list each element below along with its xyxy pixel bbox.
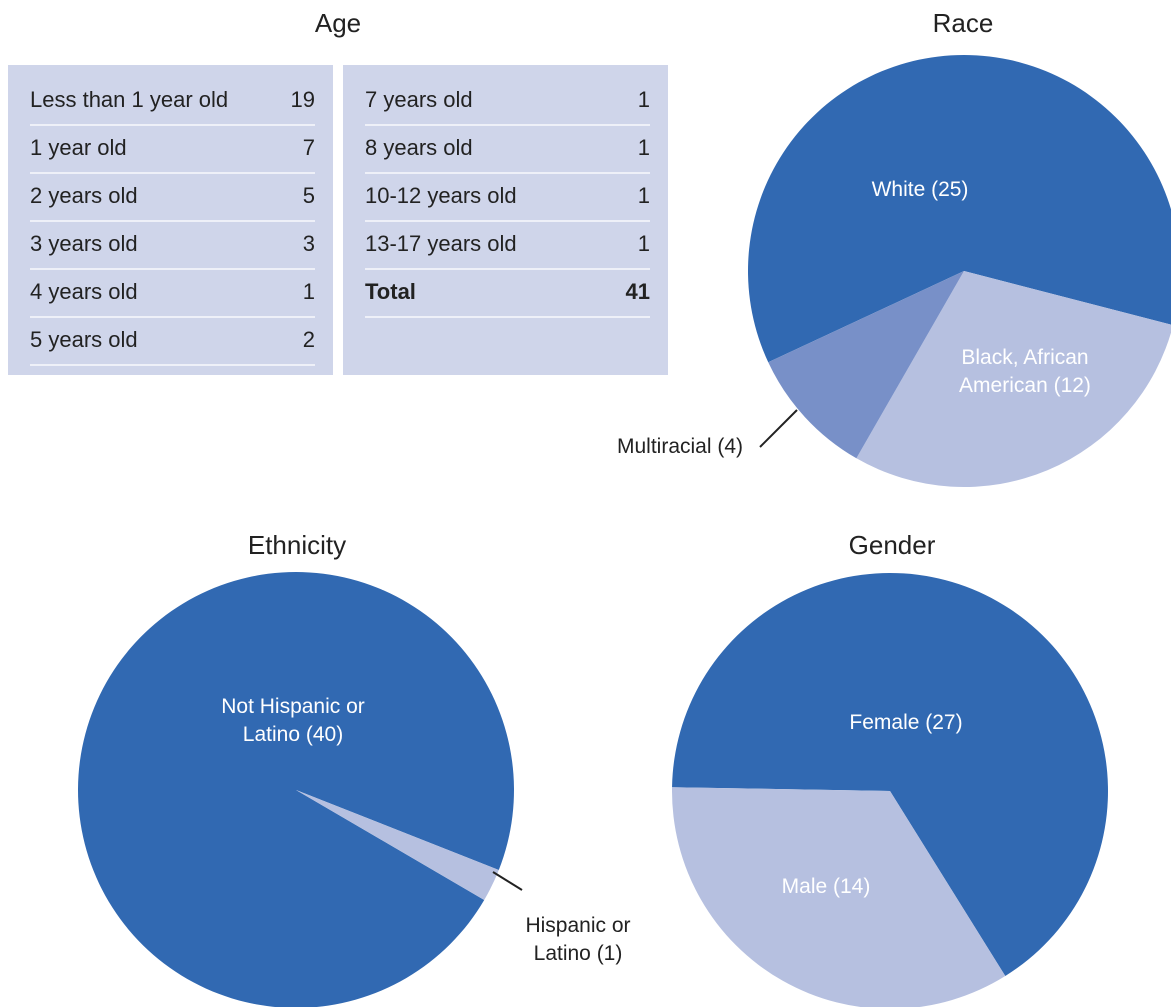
row-value: 19 bbox=[290, 87, 315, 112]
table-row: 10-12 years old 1 bbox=[365, 173, 650, 222]
row-label: 5 years old bbox=[30, 327, 138, 352]
row-label: 13-17 years old bbox=[365, 231, 517, 256]
pie-slice bbox=[856, 271, 1171, 487]
total-row: Total 41 bbox=[365, 269, 650, 318]
row-label: 3 years old bbox=[30, 231, 138, 256]
table-row: 8 years old 1 bbox=[365, 125, 650, 174]
row-value: 3 bbox=[302, 231, 315, 256]
row-label: 2 years old bbox=[30, 183, 138, 208]
age-table: 7 years old 1 8 years old 1 10-12 years old 1… bbox=[343, 65, 668, 375]
chart-title: Ethnicity bbox=[247, 530, 347, 560]
row-value: 1 bbox=[637, 183, 650, 208]
pie-slice bbox=[748, 55, 1171, 363]
row-value: 1 bbox=[637, 231, 650, 256]
leader-line bbox=[492, 871, 523, 891]
age-table: Less than 1 year old 19 1 year old 7 2 years… bbox=[8, 65, 333, 375]
leader-line bbox=[759, 409, 798, 448]
table-row: 7 years old 1 bbox=[365, 77, 650, 126]
slice-label: Hispanic or Latino (1) bbox=[525, 914, 631, 965]
row-label: 4 years old bbox=[30, 279, 138, 304]
row-label: Less than 1 year old bbox=[30, 87, 229, 112]
row-value: 2 bbox=[302, 327, 315, 352]
table-title: Age bbox=[314, 8, 362, 38]
row-label: 10-12 years old bbox=[365, 183, 517, 208]
row-value: 1 bbox=[637, 87, 650, 112]
slice-label: Black, African American (12) bbox=[959, 346, 1091, 397]
table-row: 1 year old 7 bbox=[30, 125, 315, 174]
pie-slice bbox=[672, 572, 1108, 977]
slice-label: Not Hispanic or Latino (40) bbox=[221, 695, 365, 746]
table-row: 3 years old 3 bbox=[30, 221, 315, 270]
table-row: 4 years old 1 bbox=[30, 269, 315, 318]
pie-slice bbox=[296, 790, 499, 900]
row-value: 7 bbox=[302, 135, 315, 160]
table-row: 2 years old 5 bbox=[30, 173, 315, 222]
pie-slice bbox=[672, 787, 1006, 1007]
row-label: 1 year old bbox=[30, 135, 127, 160]
row-value: 1 bbox=[302, 279, 315, 304]
slice-label: Multiracial (4) bbox=[616, 435, 744, 458]
slice-label: Female (27) bbox=[849, 711, 963, 734]
row-value: 5 bbox=[302, 183, 315, 208]
pie-slice bbox=[78, 572, 514, 1007]
slice-label: Male (14) bbox=[781, 875, 871, 898]
row-value: 1 bbox=[637, 135, 650, 160]
pie-slice bbox=[768, 271, 964, 459]
row-label: Total bbox=[365, 279, 416, 304]
chart-title: Gender bbox=[848, 530, 936, 560]
row-value: 41 bbox=[625, 279, 650, 304]
row-label: 7 years old bbox=[365, 87, 473, 112]
slice-label: White (25) bbox=[871, 178, 969, 201]
chart-title: Race bbox=[932, 8, 994, 38]
row-label: 8 years old bbox=[365, 135, 473, 160]
table-row: Less than 1 year old 19 bbox=[30, 77, 315, 126]
table-row: 5 years old 2 bbox=[30, 317, 315, 366]
table-row: 13-17 years old 1 bbox=[365, 221, 650, 270]
